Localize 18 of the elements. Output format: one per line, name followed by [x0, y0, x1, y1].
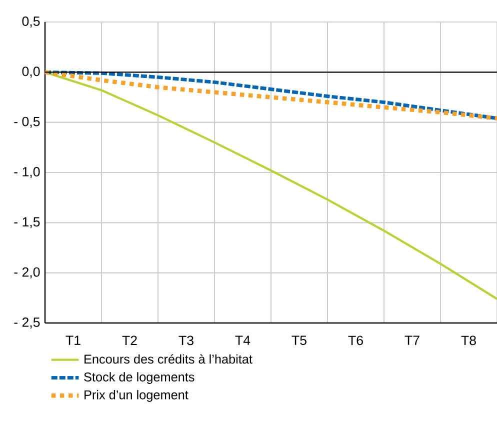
y-tick-label: - 2,0	[14, 267, 40, 278]
y-tick-label: - 2,5	[14, 318, 40, 329]
text: T8	[461, 336, 476, 346]
y-tick-label: 0,5	[22, 16, 40, 28]
text: T1	[66, 336, 80, 345]
text: T6	[348, 336, 363, 346]
text: T2	[122, 336, 137, 346]
y-tick-label: - 0,5	[14, 116, 40, 128]
y-tick-label: 0,0	[22, 66, 40, 78]
legend-label: Encours des crédits à l’habitat	[84, 354, 252, 364]
text: T5	[292, 336, 306, 346]
text: T4	[235, 336, 250, 345]
y-tick-label: - 1,0	[14, 167, 40, 178]
legend-label: Stock de logements	[84, 372, 194, 384]
legend-label: Prix d’un logement	[84, 390, 188, 402]
text: T7	[404, 336, 420, 345]
text: T3	[178, 336, 194, 346]
y-tick-label: - 1,5	[14, 217, 40, 228]
